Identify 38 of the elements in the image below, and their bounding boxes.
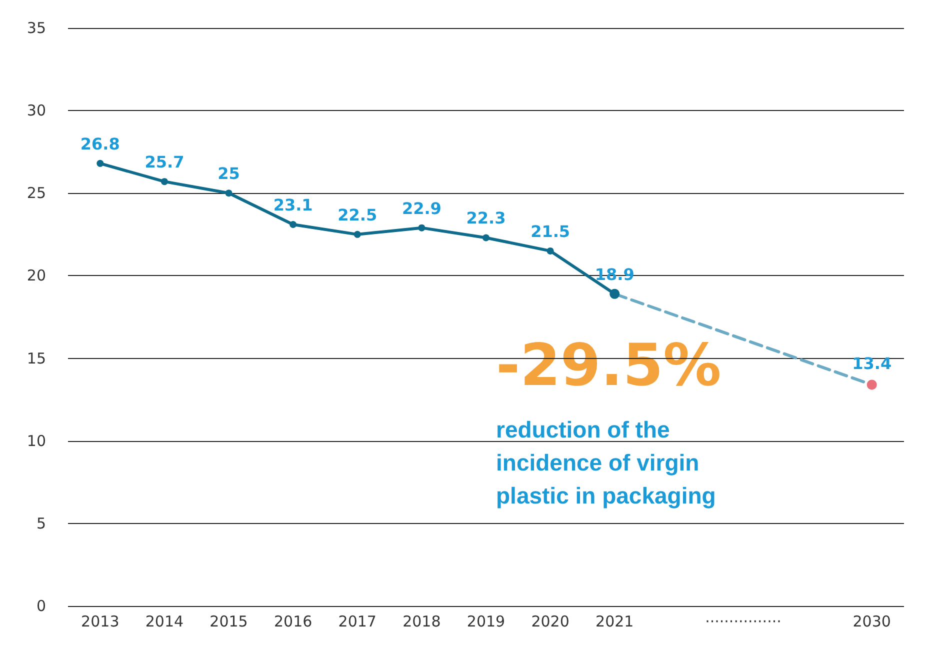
y-tick-label: 35 xyxy=(26,19,46,37)
x-tick-label: 2013 xyxy=(81,612,120,630)
data-label: 21.5 xyxy=(530,222,570,241)
x-tick-label: 2016 xyxy=(274,612,312,630)
y-tick-label: 25 xyxy=(26,184,46,202)
data-label: 25.7 xyxy=(144,152,184,172)
data-label: 22.3 xyxy=(466,208,506,228)
y-tick-label: 5 xyxy=(36,514,46,532)
x-tick-label: 2014 xyxy=(145,612,184,630)
point xyxy=(225,190,232,197)
x-tick-label: 2019 xyxy=(466,612,506,630)
x-tick-label: 2030 xyxy=(852,612,891,630)
y-tick-label: 20 xyxy=(26,266,46,285)
x-tick-label: 2017 xyxy=(338,612,376,630)
x-tick-label: 2015 xyxy=(210,612,248,630)
y-tick-label: 10 xyxy=(26,432,46,450)
data-label: 22.9 xyxy=(402,198,442,218)
point xyxy=(96,160,104,167)
point xyxy=(546,247,554,254)
y-tick-label: 0 xyxy=(36,597,46,615)
x-tick-label: ················ xyxy=(705,612,782,630)
y-tick-label: 30 xyxy=(26,102,46,120)
point xyxy=(290,221,297,228)
point xyxy=(482,234,490,242)
x-tick-label: 2018 xyxy=(402,612,441,630)
x-tick-label: 2021 xyxy=(596,612,634,630)
y-tick-label: 15 xyxy=(26,349,46,368)
data-label: 13.4 xyxy=(852,354,892,374)
point xyxy=(418,224,426,232)
data-label: 26.8 xyxy=(80,134,120,154)
point xyxy=(354,230,361,238)
data-label: 25 xyxy=(218,164,240,184)
point xyxy=(866,380,877,390)
data-label: 23.1 xyxy=(273,196,313,215)
x-tick-label: 2020 xyxy=(531,612,570,630)
point xyxy=(160,178,168,186)
annotation: reduction of the incidence of virgin plastic in packaging xyxy=(496,416,716,508)
data-label: 22.5 xyxy=(338,205,378,224)
